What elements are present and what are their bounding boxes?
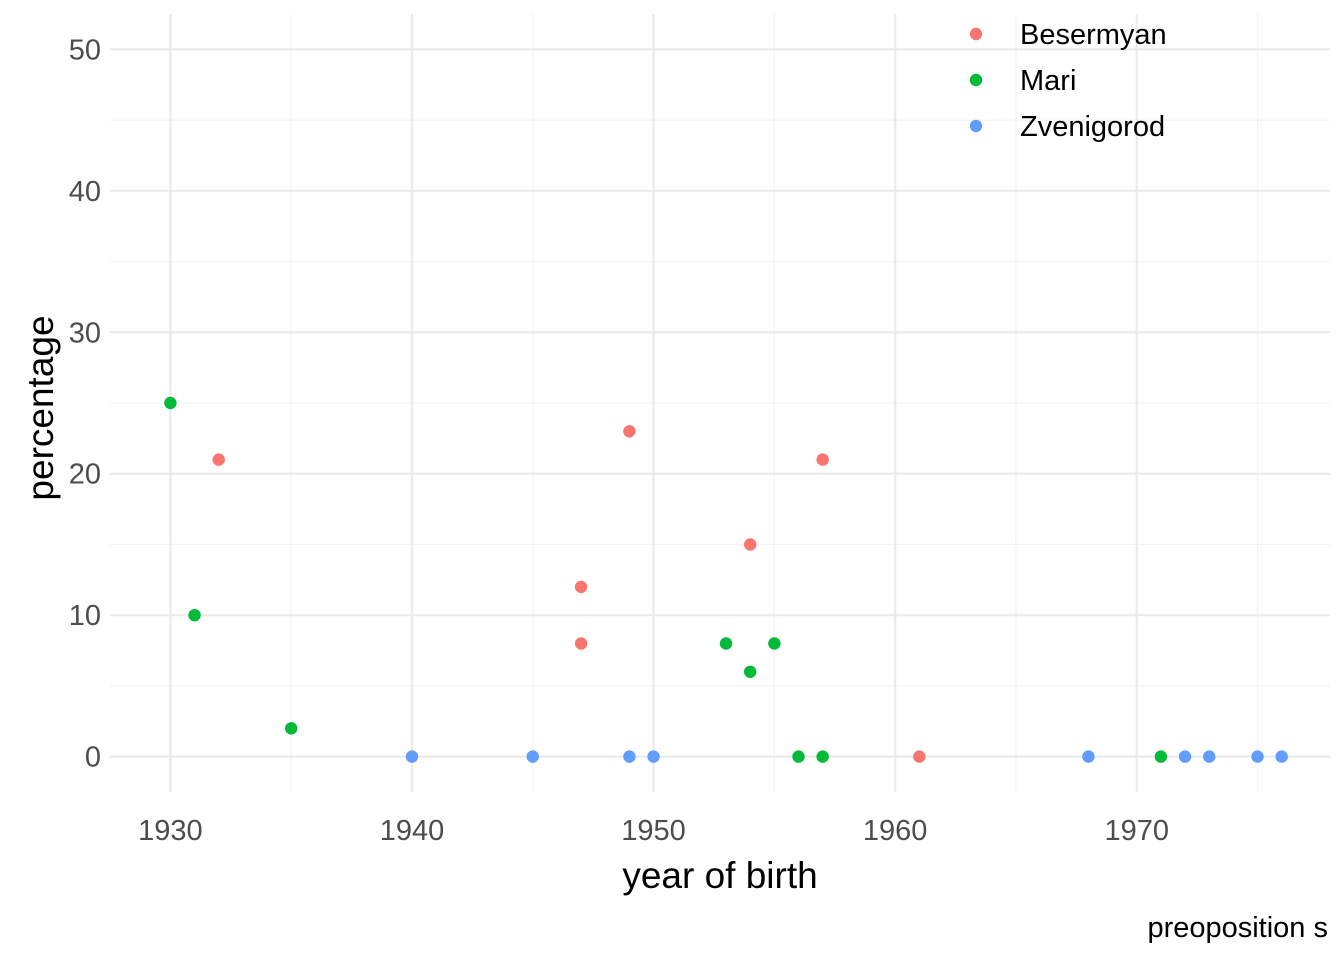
- point-mari: [768, 637, 781, 650]
- legend-label-zvenigorod: Zvenigorod: [1020, 111, 1165, 143]
- legend-key-mari: [969, 73, 983, 87]
- point-mari: [743, 665, 757, 678]
- point-besermyan: [743, 538, 757, 551]
- legend-label-mari: Mari: [1020, 65, 1076, 97]
- y-tick-label: 0: [85, 742, 101, 774]
- grid-lines: [110, 14, 1330, 792]
- point-mari: [719, 637, 733, 650]
- point-mari: [164, 396, 177, 410]
- legend-label-besermyan: Besermyan: [1020, 19, 1167, 51]
- chart-caption: preoposition s: [1147, 912, 1328, 944]
- point-zvenigorod: [1275, 750, 1288, 763]
- point-zvenigorod: [526, 750, 539, 763]
- y-axis-title: percentage: [20, 315, 61, 500]
- point-besermyan: [816, 453, 829, 466]
- x-tick-label: 1930: [138, 815, 203, 847]
- point-mari: [792, 750, 805, 763]
- point-zvenigorod: [1082, 750, 1095, 763]
- point-mari: [816, 750, 829, 763]
- y-tick-label: 50: [69, 34, 101, 66]
- point-zvenigorod: [647, 750, 660, 763]
- point-mari: [1154, 750, 1168, 763]
- x-axis-tick-labels: 1930 1940 1950 1960 1970: [138, 815, 1169, 847]
- point-zvenigorod: [1251, 750, 1264, 763]
- legend: Besermyan Mari Zvenigorod: [969, 19, 1167, 143]
- point-besermyan: [913, 750, 926, 763]
- point-zvenigorod: [1203, 750, 1216, 763]
- point-zvenigorod: [623, 750, 636, 763]
- y-tick-label: 40: [69, 176, 101, 208]
- point-besermyan: [212, 453, 225, 466]
- y-tick-label: 30: [69, 317, 101, 349]
- x-tick-label: 1950: [621, 815, 686, 847]
- point-zvenigorod: [405, 750, 419, 763]
- legend-key-besermyan: [969, 27, 983, 41]
- point-mari: [188, 608, 201, 622]
- point-besermyan: [574, 580, 588, 594]
- y-tick-label: 20: [69, 459, 101, 491]
- point-besermyan: [623, 425, 636, 438]
- data-points: [164, 396, 1288, 763]
- x-tick-label: 1960: [863, 815, 928, 847]
- point-besermyan: [574, 637, 588, 650]
- x-tick-label: 1970: [1104, 815, 1169, 847]
- point-mari: [284, 722, 298, 735]
- y-tick-label: 10: [69, 600, 101, 632]
- legend-key-zvenigorod: [969, 119, 983, 133]
- x-tick-label: 1940: [380, 815, 445, 847]
- x-axis-title: year of birth: [622, 855, 817, 896]
- point-zvenigorod: [1178, 750, 1192, 763]
- y-axis-tick-labels: 0 10 20 30 40 50: [69, 34, 101, 773]
